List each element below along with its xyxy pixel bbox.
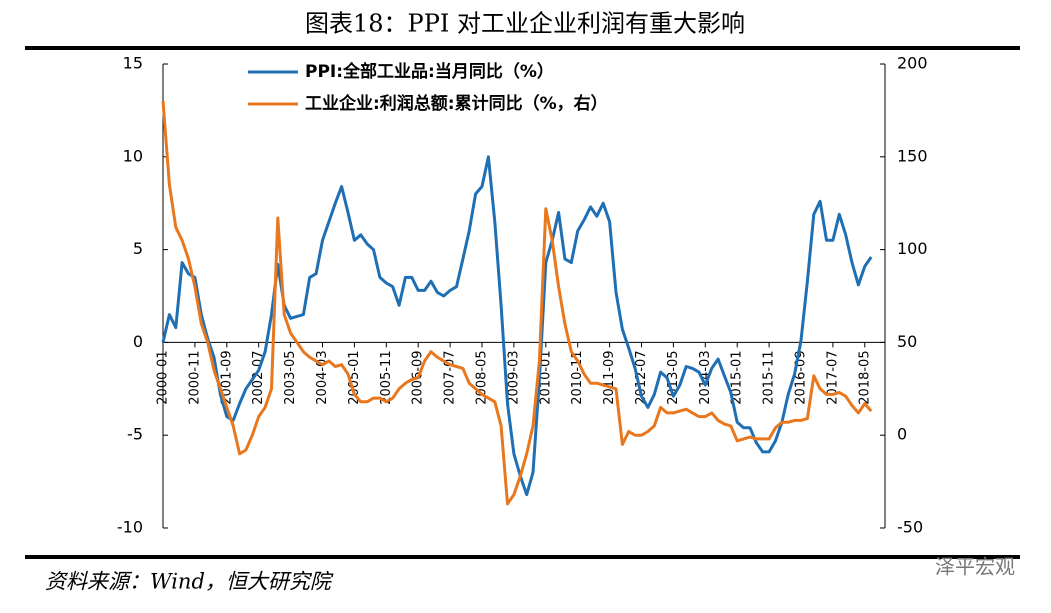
y-tick-label: -10: [117, 518, 143, 537]
x-tick-label: 2010-11: [570, 350, 585, 404]
x-tick-label: 2005-11: [379, 350, 394, 404]
source: 资料来源：Wind，恒大研究院: [45, 570, 334, 594]
y-tick-label: 0: [133, 332, 143, 351]
legend-label: PPI:全部工业品:当月同比（%）: [305, 61, 554, 82]
x-tick-label: 2004-03: [315, 350, 330, 404]
series-line: [161, 155, 873, 497]
y-tick-label: 5: [133, 239, 143, 258]
y-tick-label: 10: [123, 146, 143, 165]
y2-tick-label: 50: [897, 332, 917, 351]
y-tick-label: 15: [123, 54, 143, 73]
x-tick-label: 2010-01: [538, 350, 553, 404]
y2-tick-label: 200: [897, 54, 928, 73]
x-tick-label: 2016-09: [794, 350, 809, 404]
x-tick-label: 2017-07: [825, 350, 840, 404]
x-tick-label: 2005-01: [347, 350, 362, 404]
y2-tick-label: -50: [897, 518, 923, 537]
x-tick-label: 2000-11: [187, 350, 202, 404]
x-tick-label: 2015-11: [762, 350, 777, 404]
x-tick-label: 2007-07: [443, 350, 458, 404]
x-tick-label: 2000-01: [156, 350, 171, 404]
x-tick-label: 2014-03: [698, 350, 713, 404]
y2-tick-label: 150: [897, 146, 928, 165]
y2-tick-label: 0: [897, 425, 907, 444]
x-tick-label: 2018-05: [857, 350, 872, 404]
x-tick-label: 2003-05: [283, 350, 298, 404]
watermark: 泽平宏观: [935, 555, 1015, 579]
x-tick-label: 2015-01: [730, 350, 745, 404]
legend-label: 工业企业:利润总额:累计同比（%，右）: [305, 93, 608, 114]
series-line: [161, 100, 873, 506]
x-tick-label: 2012-07: [634, 350, 649, 404]
chart-title: 图表18：PPI 对工业企业利润有重大影响: [305, 10, 745, 38]
x-tick-label: 2002-07: [251, 350, 266, 404]
y2-tick-label: 100: [897, 239, 928, 258]
x-tick-label: 2009-03: [506, 350, 521, 404]
y-tick-label: -5: [127, 425, 143, 444]
x-tick-label: 2011-09: [602, 350, 617, 404]
x-tick-label: 2001-09: [219, 350, 234, 404]
